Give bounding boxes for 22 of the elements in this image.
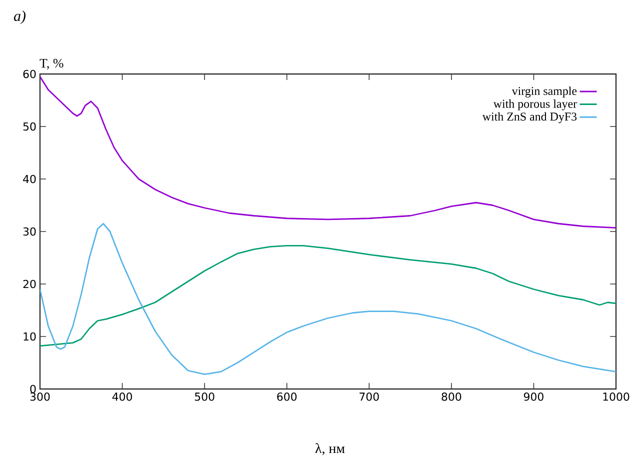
x-axis-title: λ, нм <box>315 443 345 456</box>
legend-label: with ZnS and DyF3 <box>482 112 577 124</box>
x-tick-label: 800 <box>442 392 462 401</box>
line-series <box>40 76 616 229</box>
y-axis-title: T, % <box>40 58 64 70</box>
text: a) <box>14 10 26 24</box>
x-tick-label: 400 <box>112 392 132 401</box>
legend-label: virgin sample <box>512 86 577 98</box>
y-tick-label: 0 <box>30 384 36 394</box>
x-tick-label: 500 <box>194 392 214 401</box>
x-tick-label: 700 <box>360 392 379 401</box>
y-tick-label: 50 <box>23 122 36 131</box>
legend-label: with porous layer <box>493 99 577 110</box>
y-tick-label: 40 <box>23 174 36 184</box>
x-tick-label: 1000 <box>603 392 630 401</box>
y-tick-label: 30 <box>23 227 36 236</box>
x-tick-label: 600 <box>277 392 297 401</box>
y-tick-label: 60 <box>23 70 36 78</box>
x-tick-label: 300 <box>30 392 50 401</box>
x-tick-label: 900 <box>524 392 544 401</box>
y-tick-label: 10 <box>24 332 36 341</box>
y-tick-label: 20 <box>23 280 36 288</box>
